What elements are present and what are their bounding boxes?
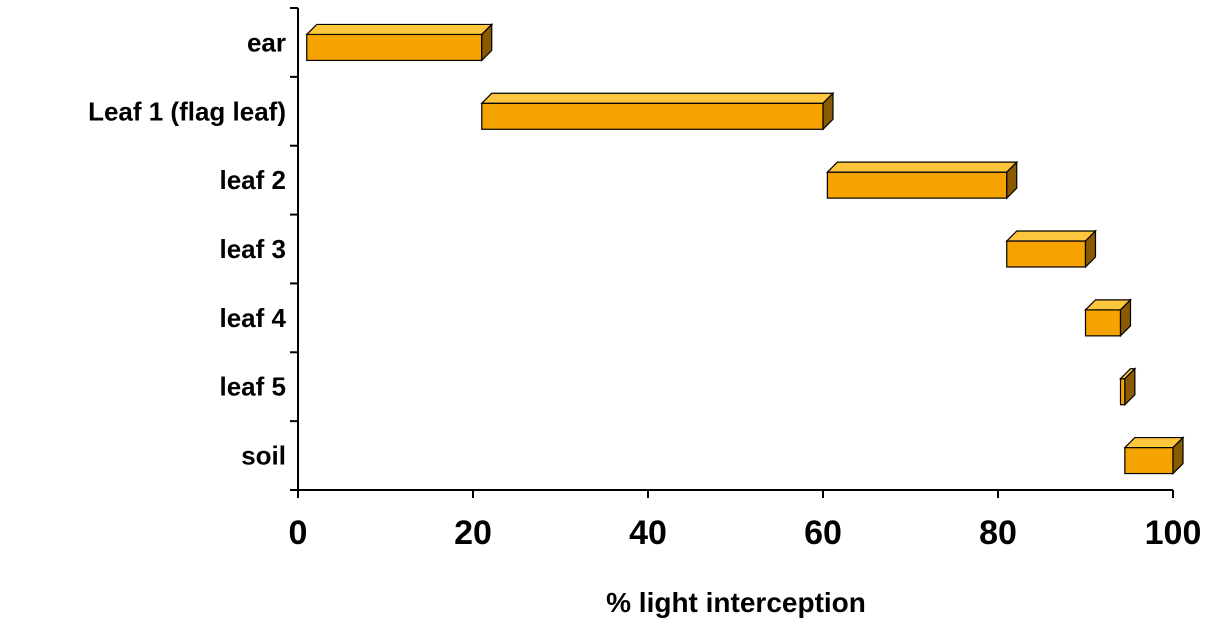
bar — [1005, 229, 1097, 269]
bar-top — [305, 23, 494, 36]
bar-front — [306, 33, 483, 62]
x-tick-label: 0 — [289, 514, 308, 552]
bar-front — [1084, 309, 1122, 337]
bar-front — [1119, 378, 1126, 406]
x-tick-label: 80 — [979, 514, 1017, 552]
category-label: soil — [241, 441, 286, 471]
bar — [305, 22, 494, 62]
category-label: ear — [247, 27, 286, 57]
bar-side — [1084, 229, 1097, 269]
x-axis-title: % light interception — [606, 587, 866, 618]
y-axis-ticks — [290, 7, 298, 491]
bar — [1084, 298, 1132, 338]
bar-top — [480, 92, 835, 104]
category-label: leaf 3 — [220, 234, 287, 264]
bar-side — [1006, 160, 1018, 200]
x-tick-label: 60 — [804, 514, 842, 552]
bar — [1119, 367, 1137, 407]
bar-front — [1124, 446, 1174, 475]
bar-side — [822, 91, 834, 131]
category-label: leaf 4 — [220, 303, 287, 333]
bar — [825, 160, 1019, 200]
category-label: Leaf 1 (flag leaf) — [88, 96, 286, 126]
bar-side — [1172, 436, 1184, 476]
x-axis-ticks: 0 20 40 60 80 100 — [289, 490, 1202, 552]
bar-top — [825, 161, 1019, 173]
x-tick-label: 20 — [454, 514, 492, 552]
bar-side — [1119, 298, 1132, 338]
category-label: leaf 5 — [220, 372, 287, 402]
bar-front — [1006, 240, 1087, 268]
bar-side — [481, 22, 493, 62]
x-tick-label: 100 — [1145, 514, 1202, 552]
bars — [305, 22, 1185, 476]
bar-front — [826, 171, 1008, 199]
bar-top — [1005, 230, 1097, 242]
category-labels: ear Leaf 1 (flag leaf) leaf 2 leaf 3 leaf 4 l… — [88, 27, 286, 470]
bar — [1123, 436, 1185, 476]
category-label: leaf 2 — [220, 165, 287, 195]
bar-side — [1124, 367, 1136, 407]
bar — [480, 91, 835, 131]
bar-front — [481, 102, 824, 130]
x-tick-label: 40 — [629, 514, 667, 552]
